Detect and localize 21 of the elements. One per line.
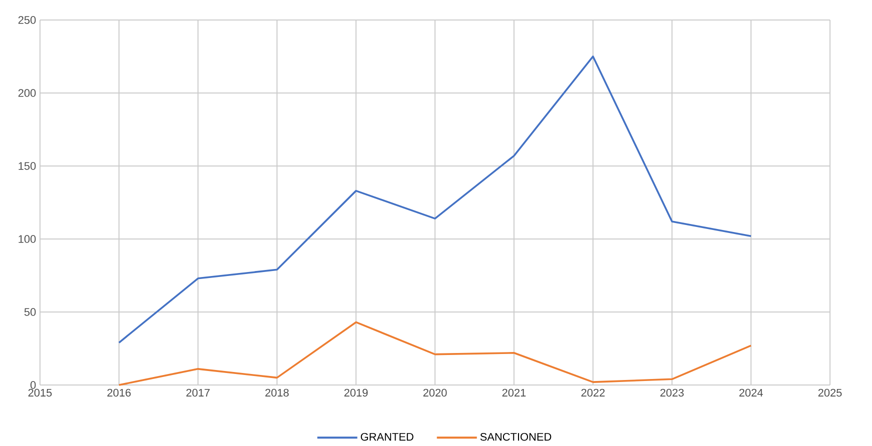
y-tick-label: 0 (30, 380, 36, 389)
y-tick-label: 150 (18, 162, 36, 170)
y-tick-label: 250 (18, 16, 36, 24)
x-tick-label: 2019 (344, 388, 368, 396)
x-tick-label: 2023 (660, 388, 684, 396)
x-tick-label: 2024 (739, 388, 763, 396)
y-tick-label: 200 (18, 89, 36, 97)
legend-label: GRANTED (360, 432, 414, 441)
x-tick-label: 2020 (423, 388, 447, 396)
line-series (118, 55, 752, 344)
y-tick-label: 100 (18, 235, 36, 243)
x-tick-label: 2025 (818, 388, 842, 396)
x-tick-label: 2022 (581, 388, 605, 396)
x-tick-label: 2016 (107, 388, 131, 396)
x-tick-label: 2015 (28, 388, 52, 396)
line-series (118, 321, 752, 386)
x-tick-label: 2021 (502, 388, 526, 396)
y-tick-label: 50 (24, 308, 36, 316)
x-tick-label: 2017 (186, 388, 210, 396)
x-tick-label: 2018 (265, 388, 289, 396)
legend-label: SANCTIONED (480, 432, 552, 441)
